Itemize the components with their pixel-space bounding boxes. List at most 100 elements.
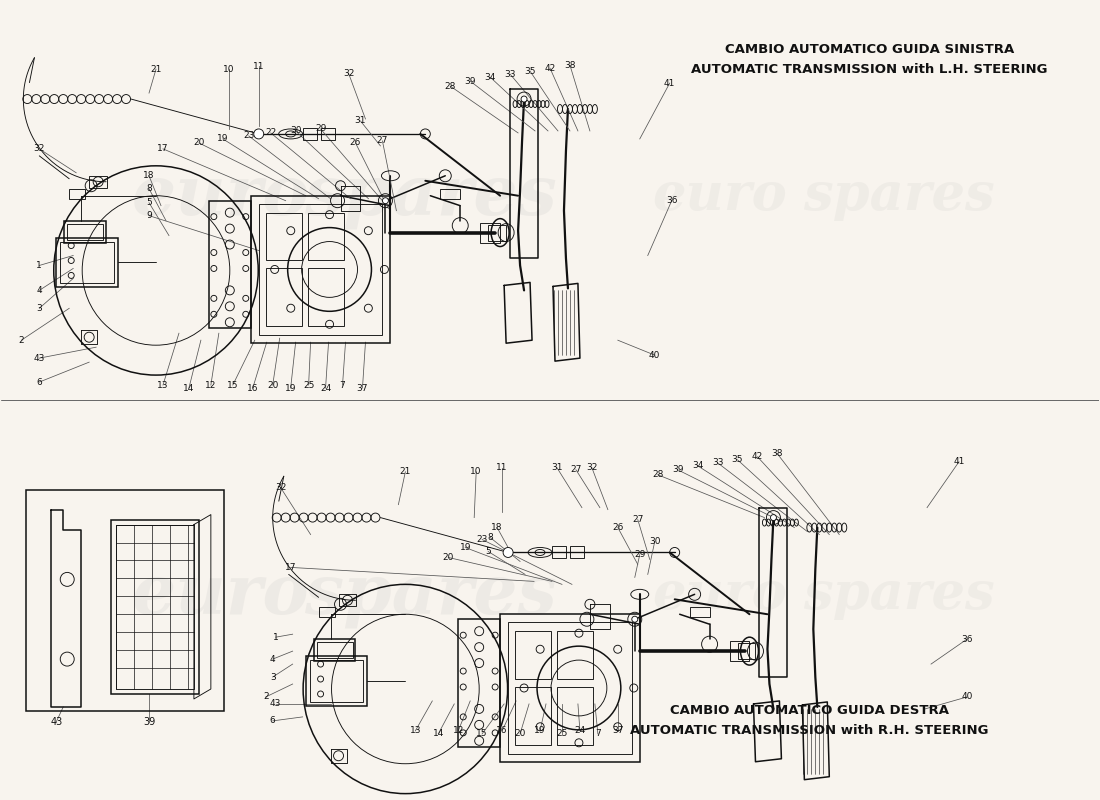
Text: 8: 8 — [487, 533, 493, 542]
Text: 43: 43 — [51, 717, 63, 727]
Text: 4: 4 — [270, 654, 275, 663]
Text: 35: 35 — [525, 66, 536, 76]
Text: 29: 29 — [315, 125, 327, 134]
Text: CAMBIO AUTOMATICO GUIDA SINISTRA: CAMBIO AUTOMATICO GUIDA SINISTRA — [725, 43, 1014, 56]
Text: 27: 27 — [570, 466, 582, 474]
Text: 11: 11 — [496, 463, 508, 472]
Text: 27: 27 — [632, 515, 644, 524]
Text: 32: 32 — [343, 69, 354, 78]
Text: 38: 38 — [564, 61, 575, 70]
Bar — [308, 213, 343, 261]
Bar — [306, 656, 367, 706]
Text: 1: 1 — [36, 261, 42, 270]
Bar — [67, 224, 103, 239]
Bar — [729, 641, 749, 661]
Bar — [26, 490, 223, 711]
Text: 7: 7 — [340, 381, 345, 390]
Bar — [508, 622, 631, 754]
Text: euro: euro — [652, 569, 786, 620]
Text: 13: 13 — [157, 381, 168, 390]
Text: 25: 25 — [557, 730, 568, 738]
Bar — [111, 519, 199, 694]
Text: spares: spares — [803, 569, 996, 620]
Text: 24: 24 — [574, 726, 585, 735]
Circle shape — [254, 129, 264, 139]
Circle shape — [770, 514, 777, 521]
Text: 33: 33 — [712, 458, 724, 467]
Bar — [314, 639, 355, 661]
Text: 10: 10 — [471, 467, 482, 476]
Text: 31: 31 — [354, 117, 366, 126]
Text: 19: 19 — [217, 134, 229, 143]
Bar — [60, 242, 114, 283]
Text: 30: 30 — [290, 126, 301, 135]
Text: spares: spares — [304, 561, 557, 628]
Bar — [317, 642, 352, 658]
Circle shape — [521, 96, 527, 102]
Text: 20: 20 — [515, 730, 526, 738]
Text: 33: 33 — [505, 70, 516, 78]
Bar — [117, 525, 194, 689]
Text: 40: 40 — [961, 693, 972, 702]
Bar — [690, 607, 710, 618]
Text: 23: 23 — [476, 535, 488, 544]
Text: 12: 12 — [206, 381, 217, 390]
Circle shape — [383, 198, 388, 204]
Text: 5: 5 — [146, 198, 152, 207]
Text: 41: 41 — [954, 458, 965, 466]
Text: 21: 21 — [151, 65, 162, 74]
Text: 40: 40 — [649, 350, 660, 360]
Text: 22: 22 — [265, 129, 276, 138]
Text: AUTOMATIC TRANSMISSION with R.H. STEERING: AUTOMATIC TRANSMISSION with R.H. STEERIN… — [630, 724, 989, 737]
Text: 12: 12 — [452, 726, 464, 735]
Bar — [56, 238, 118, 287]
Bar — [488, 225, 506, 241]
Text: 35: 35 — [732, 455, 744, 464]
Text: 27: 27 — [376, 137, 388, 146]
Text: 15: 15 — [227, 381, 239, 390]
Bar — [308, 269, 343, 326]
Bar — [209, 201, 251, 328]
Text: 20: 20 — [194, 138, 205, 147]
Text: 14: 14 — [432, 730, 444, 738]
Text: 29: 29 — [634, 550, 646, 559]
Text: 36: 36 — [961, 634, 972, 644]
Text: 21: 21 — [399, 467, 411, 476]
Bar — [515, 631, 551, 679]
Text: 6: 6 — [270, 716, 276, 726]
Text: 34: 34 — [692, 462, 703, 470]
Bar — [481, 222, 500, 242]
Bar — [319, 607, 334, 618]
Text: 39: 39 — [672, 466, 683, 474]
Text: 13: 13 — [409, 726, 421, 735]
Text: 38: 38 — [772, 450, 783, 458]
Text: 32: 32 — [586, 463, 597, 472]
Bar — [440, 189, 460, 198]
Bar — [320, 128, 334, 140]
Text: spares: spares — [304, 162, 557, 230]
Bar — [64, 221, 106, 242]
Text: 18: 18 — [492, 523, 503, 532]
Bar — [557, 687, 593, 745]
Text: AUTOMATIC TRANSMISSION with L.H. STEERING: AUTOMATIC TRANSMISSION with L.H. STEERIN… — [691, 63, 1047, 76]
Text: CAMBIO AUTOMATICO GUIDA DESTRA: CAMBIO AUTOMATICO GUIDA DESTRA — [670, 704, 949, 717]
Text: 24: 24 — [320, 383, 331, 393]
Bar — [570, 546, 584, 558]
Text: 17: 17 — [157, 144, 168, 154]
Text: 8: 8 — [146, 184, 152, 194]
Text: 32: 32 — [34, 144, 45, 154]
Text: 42: 42 — [544, 64, 556, 73]
Bar — [266, 213, 301, 261]
Text: 6: 6 — [36, 378, 42, 386]
Text: 9: 9 — [146, 211, 152, 220]
Bar — [552, 546, 567, 558]
Text: euro: euro — [132, 561, 310, 628]
Text: 1: 1 — [273, 633, 278, 642]
Text: 2: 2 — [263, 693, 268, 702]
Bar — [309, 660, 363, 702]
Text: 11: 11 — [253, 62, 264, 70]
Text: 36: 36 — [666, 196, 678, 205]
Text: 39: 39 — [143, 717, 155, 727]
Text: 10: 10 — [223, 65, 234, 74]
Text: 34: 34 — [484, 73, 496, 82]
